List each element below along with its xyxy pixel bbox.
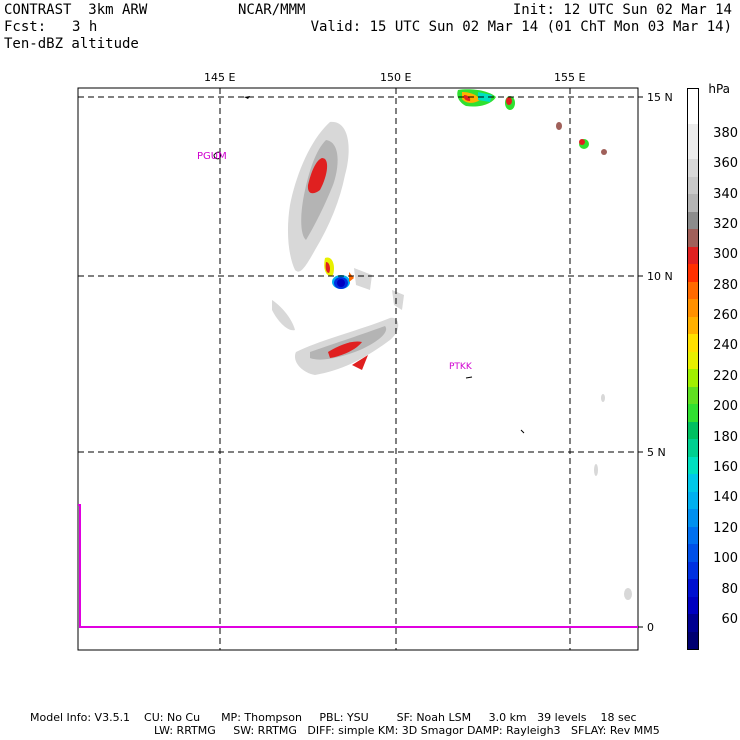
lat-label-5n: 5 N	[647, 446, 666, 459]
model-info-line2: LW: RRTMG SW: RRTMG DIFF: simple KM: 3D …	[154, 724, 660, 737]
lon-label-145: 145 E	[204, 71, 236, 84]
cb-label-300: 300	[713, 247, 738, 262]
cb-label-180: 180	[713, 430, 738, 445]
island-markers	[213, 96, 525, 434]
cb-label-120: 120	[713, 521, 738, 536]
init-time: Init: 12 UTC Sun 02 Mar 14	[512, 2, 732, 18]
cb-label-100: 100	[713, 551, 738, 566]
model-title: CONTRAST 3km ARW	[4, 2, 148, 18]
organization: NCAR/MMM	[238, 2, 306, 18]
cb-label-340: 340	[713, 187, 738, 202]
cb-label-140: 140	[713, 490, 738, 505]
right-ticks	[638, 96, 643, 628]
lat-label-10n: 10 N	[647, 270, 673, 283]
lat-label-15n: 15 N	[647, 91, 673, 104]
lat-label-0: 0	[647, 621, 654, 634]
cb-label-160: 160	[713, 460, 738, 475]
valid-time: Valid: 15 UTC Sun 02 Mar 14 (01 ChT Mon …	[310, 19, 732, 35]
cb-label-360: 360	[713, 156, 738, 171]
cb-label-80: 80	[721, 582, 738, 597]
station-pgum: PGUM	[197, 151, 227, 162]
cb-label-200: 200	[713, 399, 738, 414]
lat-lon-grid	[78, 88, 638, 650]
model-info-line1: Model Info: V3.5.1 CU: No Cu MP: Thompso…	[30, 711, 637, 724]
lon-label-150: 150 E	[380, 71, 412, 84]
colorbar	[687, 88, 699, 650]
cb-label-280: 280	[713, 278, 738, 293]
reflectivity-shading	[272, 89, 632, 600]
cb-label-260: 260	[713, 308, 738, 323]
cb-label-320: 320	[713, 217, 738, 232]
lon-label-155: 155 E	[554, 71, 586, 84]
forecast-hour: 3 h	[72, 19, 98, 35]
equator-line	[78, 504, 638, 628]
colorbar-unit: hPa	[708, 82, 730, 96]
cb-label-60: 60	[721, 612, 738, 627]
cb-label-240: 240	[713, 338, 738, 353]
station-ptkk: PTKK	[449, 362, 472, 372]
forecast-label: Fcst:	[4, 19, 47, 35]
field-name: Ten-dBZ altitude	[4, 36, 139, 52]
cb-label-380: 380	[713, 126, 738, 141]
map-frame	[77, 87, 639, 651]
cb-label-220: 220	[713, 369, 738, 384]
